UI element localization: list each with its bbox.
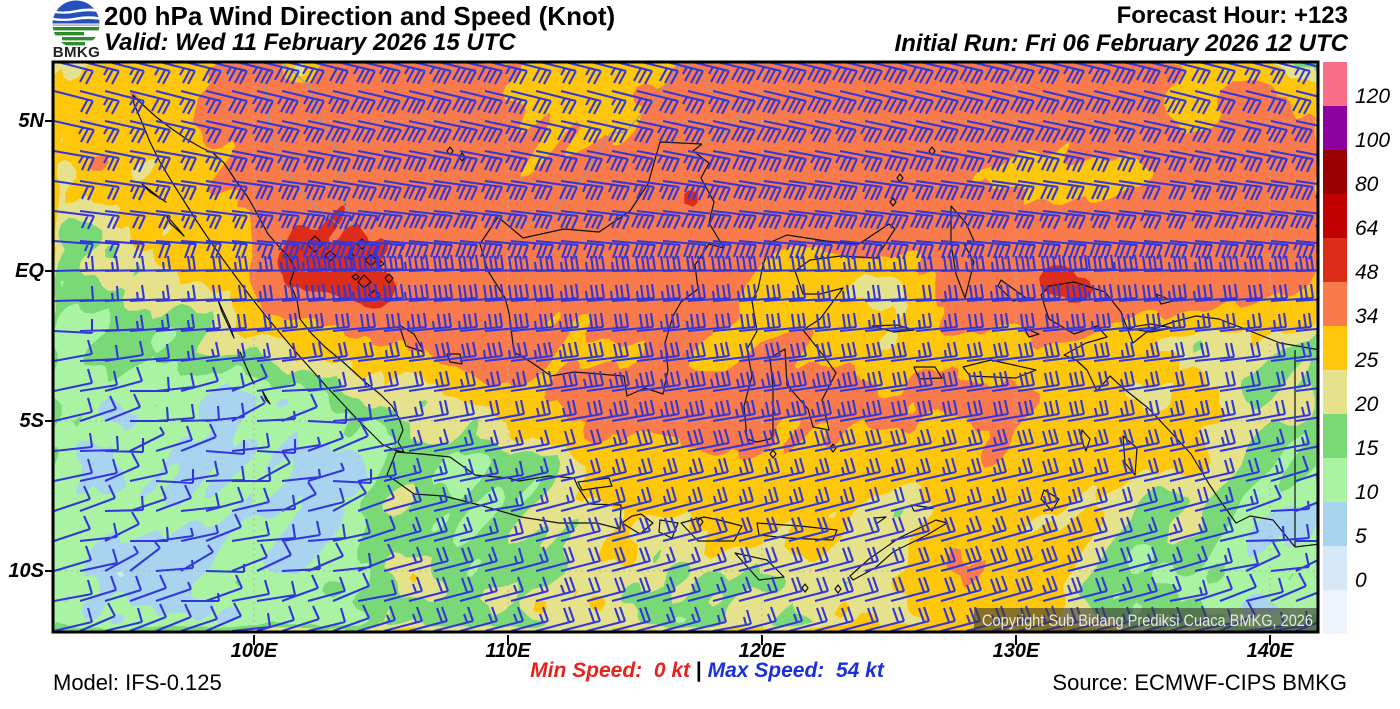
svg-text:Copyright Sub Bidang Prediksi: Copyright Sub Bidang Prediksi Cuaca BMKG… [982,611,1313,630]
